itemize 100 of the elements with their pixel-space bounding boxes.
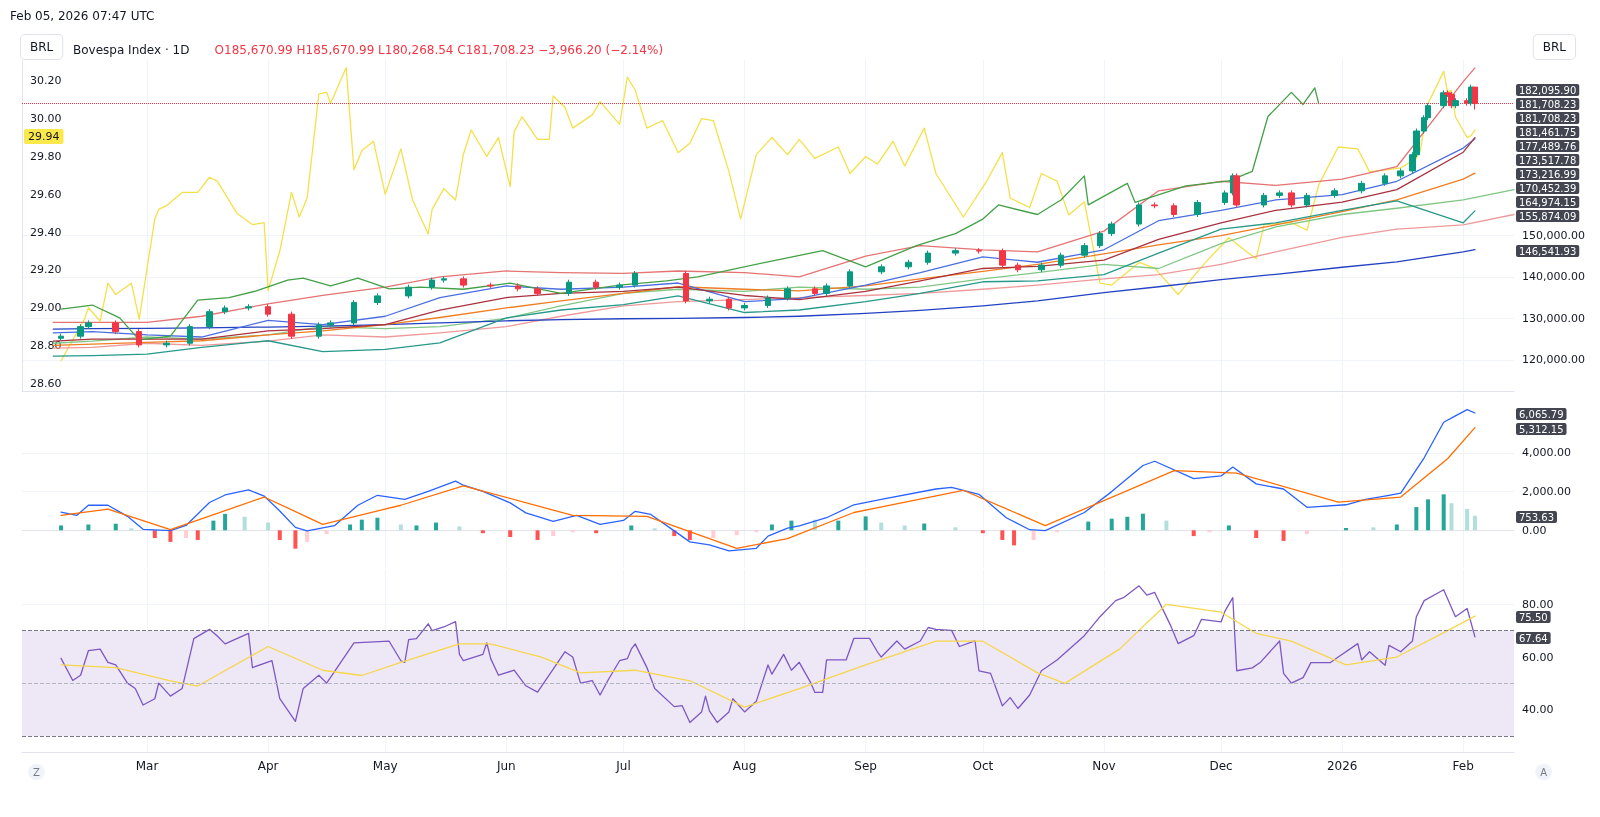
text: A — [1540, 766, 1548, 778]
text: 181,708.23 — [1519, 98, 1577, 110]
candlestick — [823, 282, 830, 297]
bar — [953, 527, 958, 531]
candlestick — [374, 292, 381, 306]
text: 182,095.90 — [1519, 84, 1577, 96]
bar — [1012, 530, 1017, 546]
bar — [711, 530, 716, 539]
text: 75.50 — [1519, 611, 1548, 623]
bar — [457, 526, 462, 531]
candlestick — [976, 247, 982, 255]
candlestick — [1261, 192, 1267, 208]
candlestick — [245, 303, 252, 311]
bar — [242, 516, 247, 531]
annotation: 29.94 — [28, 130, 60, 143]
bar — [375, 517, 380, 531]
x-tick-label: Aug — [732, 759, 757, 773]
text: 67.64 — [1519, 632, 1548, 644]
y-tick-label: 60.00 — [1522, 650, 1554, 664]
text: Feb 05, 2026 07:47 UTC — [10, 9, 155, 23]
candlestick — [58, 333, 64, 342]
bar — [1226, 525, 1231, 531]
y-tick-label: 0.00 — [1522, 523, 1547, 537]
bar — [1281, 530, 1286, 541]
line-series — [60, 603, 1476, 708]
y2-tick-label: 29.20 — [30, 263, 62, 277]
y2-tick-label: 30.00 — [30, 112, 62, 126]
candlestick — [515, 282, 521, 292]
bar — [629, 525, 634, 531]
x-tick-label: Dec — [1209, 759, 1233, 773]
candlestick — [460, 275, 467, 289]
candlestick — [632, 270, 638, 289]
y-tick-label: 150,000.00 — [1522, 228, 1585, 242]
bar — [1414, 507, 1419, 531]
bar — [113, 523, 118, 531]
candlestick — [1288, 189, 1295, 208]
bar — [168, 530, 173, 542]
bar — [1000, 530, 1005, 540]
bar — [1125, 516, 1130, 531]
text: 753.63 — [1519, 511, 1554, 523]
y-tick-label: 40.00 — [1522, 703, 1554, 717]
candlestick — [1397, 167, 1404, 179]
bar — [535, 530, 540, 540]
y2-tick-label: 29.00 — [30, 301, 62, 315]
candlestick — [1136, 201, 1142, 228]
candlestick — [765, 294, 771, 309]
text: 155,874.09 — [1519, 210, 1577, 222]
candlestick — [847, 268, 853, 289]
candlestick — [999, 248, 1006, 269]
candlestick — [405, 284, 412, 299]
candlestick — [784, 285, 791, 301]
y-tick-label: 2,000.00 — [1522, 485, 1571, 499]
bar — [1472, 515, 1477, 531]
y2-tick-label: 30.20 — [30, 74, 62, 88]
bar — [1371, 527, 1376, 531]
x-tick-label: Jul — [615, 759, 631, 773]
y-tick-label: 4,000.00 — [1522, 446, 1571, 460]
candlestick — [925, 250, 931, 266]
bar — [1140, 513, 1145, 531]
text: 6,065.79 — [1519, 408, 1564, 420]
x-tick-label: Sep — [854, 759, 877, 773]
y2-tick-label: 28.60 — [30, 376, 62, 390]
candlestick — [222, 304, 228, 315]
bar — [879, 522, 884, 531]
candlestick — [616, 282, 623, 291]
bar — [734, 530, 739, 536]
x-tick-label: Oct — [972, 759, 994, 773]
candlestick — [206, 308, 213, 330]
candlestick — [441, 275, 447, 284]
bar — [980, 530, 985, 534]
text: BRL — [1542, 40, 1567, 54]
candlestick — [1058, 252, 1064, 269]
text: Z — [33, 766, 40, 778]
bar — [1465, 509, 1470, 531]
bar — [1441, 494, 1446, 531]
bar — [480, 530, 485, 534]
bar — [398, 524, 403, 531]
chart-title: Bovespa Index · 1D — [73, 43, 190, 57]
candlestick — [878, 263, 885, 275]
bar — [324, 530, 329, 535]
bar — [1304, 530, 1309, 535]
bar — [863, 516, 868, 531]
bar — [551, 530, 556, 537]
candlestick — [1081, 242, 1088, 259]
candlestick — [726, 296, 732, 311]
bar — [769, 524, 774, 531]
line-series — [60, 585, 1476, 724]
candlestick — [288, 311, 295, 340]
bar — [266, 522, 271, 531]
text: 181,461.75 — [1519, 126, 1577, 138]
text: 173,216.99 — [1519, 168, 1577, 180]
text: 164,974.15 — [1519, 196, 1577, 208]
candlestick — [683, 270, 689, 304]
candlestick — [1171, 202, 1177, 218]
candlestick — [112, 319, 119, 335]
candlestick — [163, 340, 170, 348]
bar — [1426, 499, 1431, 531]
candlestick — [351, 299, 357, 326]
chart-subtitle: O185,670.99 H185,670.99 L180,268.54 C181,708.23 −3,966.20 (−2.14%) — [214, 43, 664, 57]
candlestick — [1276, 189, 1283, 199]
